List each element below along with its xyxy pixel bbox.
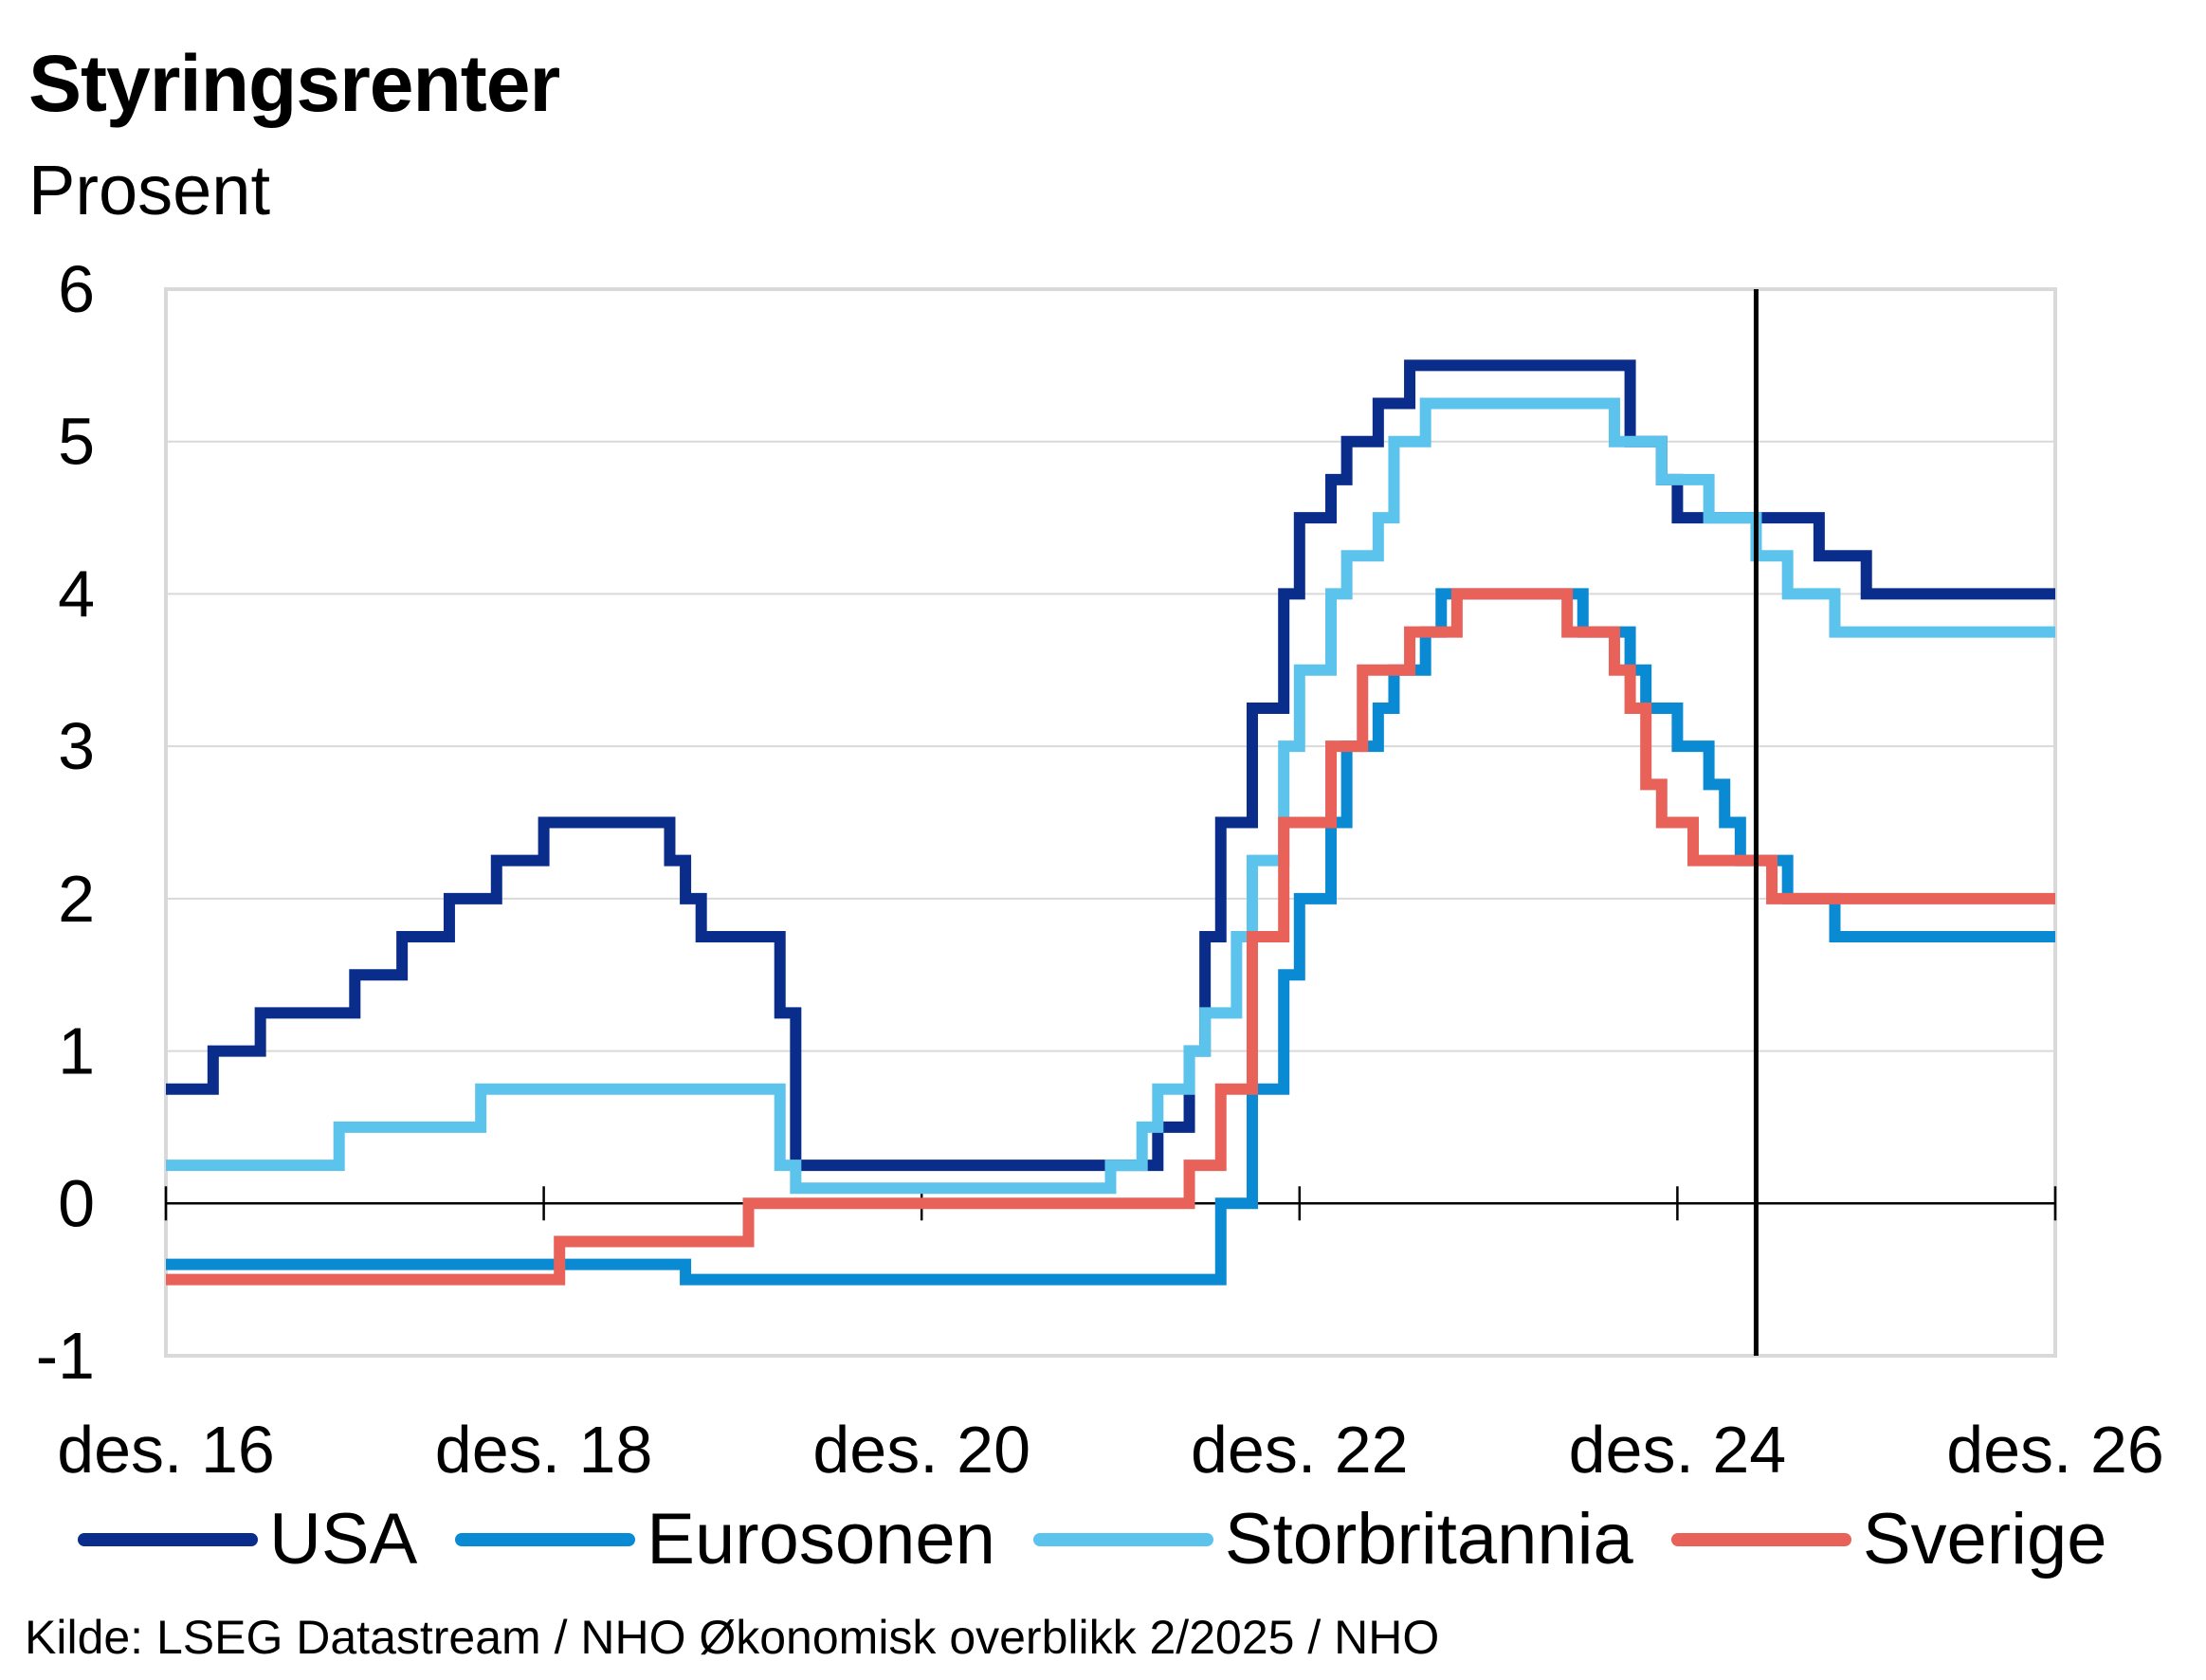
legend: USA Eurosonen Storbritannia Sverige: [78, 1498, 2145, 1580]
legend-swatch-usa: [78, 1532, 258, 1546]
y-tick-label: 4: [58, 557, 95, 630]
x-tick-label: des. 20: [812, 1413, 1030, 1487]
legend-item-eurosonen: Eurosonen: [455, 1498, 995, 1580]
y-tick-label: 2: [58, 862, 95, 936]
legend-label-eurosonen: Eurosonen: [647, 1499, 995, 1580]
y-tick-label: -1: [36, 1319, 95, 1393]
series-line-sverige: [166, 588, 2055, 1286]
y-tick-label: 6: [58, 252, 95, 326]
chart-subtitle: Prosent: [28, 151, 271, 229]
source-note: Kilde: LSEG Datastream / NHO Økonomisk o…: [25, 1611, 1440, 1664]
x-tick-label: des. 26: [1946, 1413, 2164, 1487]
legend-swatch-eurosonen: [455, 1532, 636, 1546]
series-line-usa: [166, 359, 2055, 1172]
x-tick-label: des. 18: [435, 1413, 653, 1487]
y-tick-label: 3: [58, 709, 95, 783]
legend-swatch-storbritannia: [1032, 1532, 1213, 1546]
legend-item-sverige: Sverige: [1670, 1498, 2107, 1580]
y-tick-label: 0: [58, 1166, 95, 1240]
legend-label-usa: USA: [269, 1499, 418, 1580]
legend-label-sverige: Sverige: [1862, 1499, 2107, 1580]
x-tick-label: des. 24: [1569, 1413, 1787, 1487]
x-tick-label: des. 22: [1191, 1413, 1409, 1487]
legend-swatch-sverige: [1670, 1532, 1851, 1546]
plot-frame: [164, 287, 2057, 1358]
legend-label-storbritannia: Storbritannia: [1224, 1499, 1633, 1580]
legend-item-storbritannia: Storbritannia: [1032, 1498, 1633, 1580]
y-tick-label: 1: [58, 1014, 95, 1088]
y-tick-label: 5: [58, 405, 95, 479]
x-tick-label: des. 16: [57, 1413, 275, 1487]
chart-title: Styringsrenter: [28, 39, 560, 128]
legend-item-usa: USA: [78, 1498, 417, 1580]
series-line-storbritannia: [166, 397, 2055, 1195]
